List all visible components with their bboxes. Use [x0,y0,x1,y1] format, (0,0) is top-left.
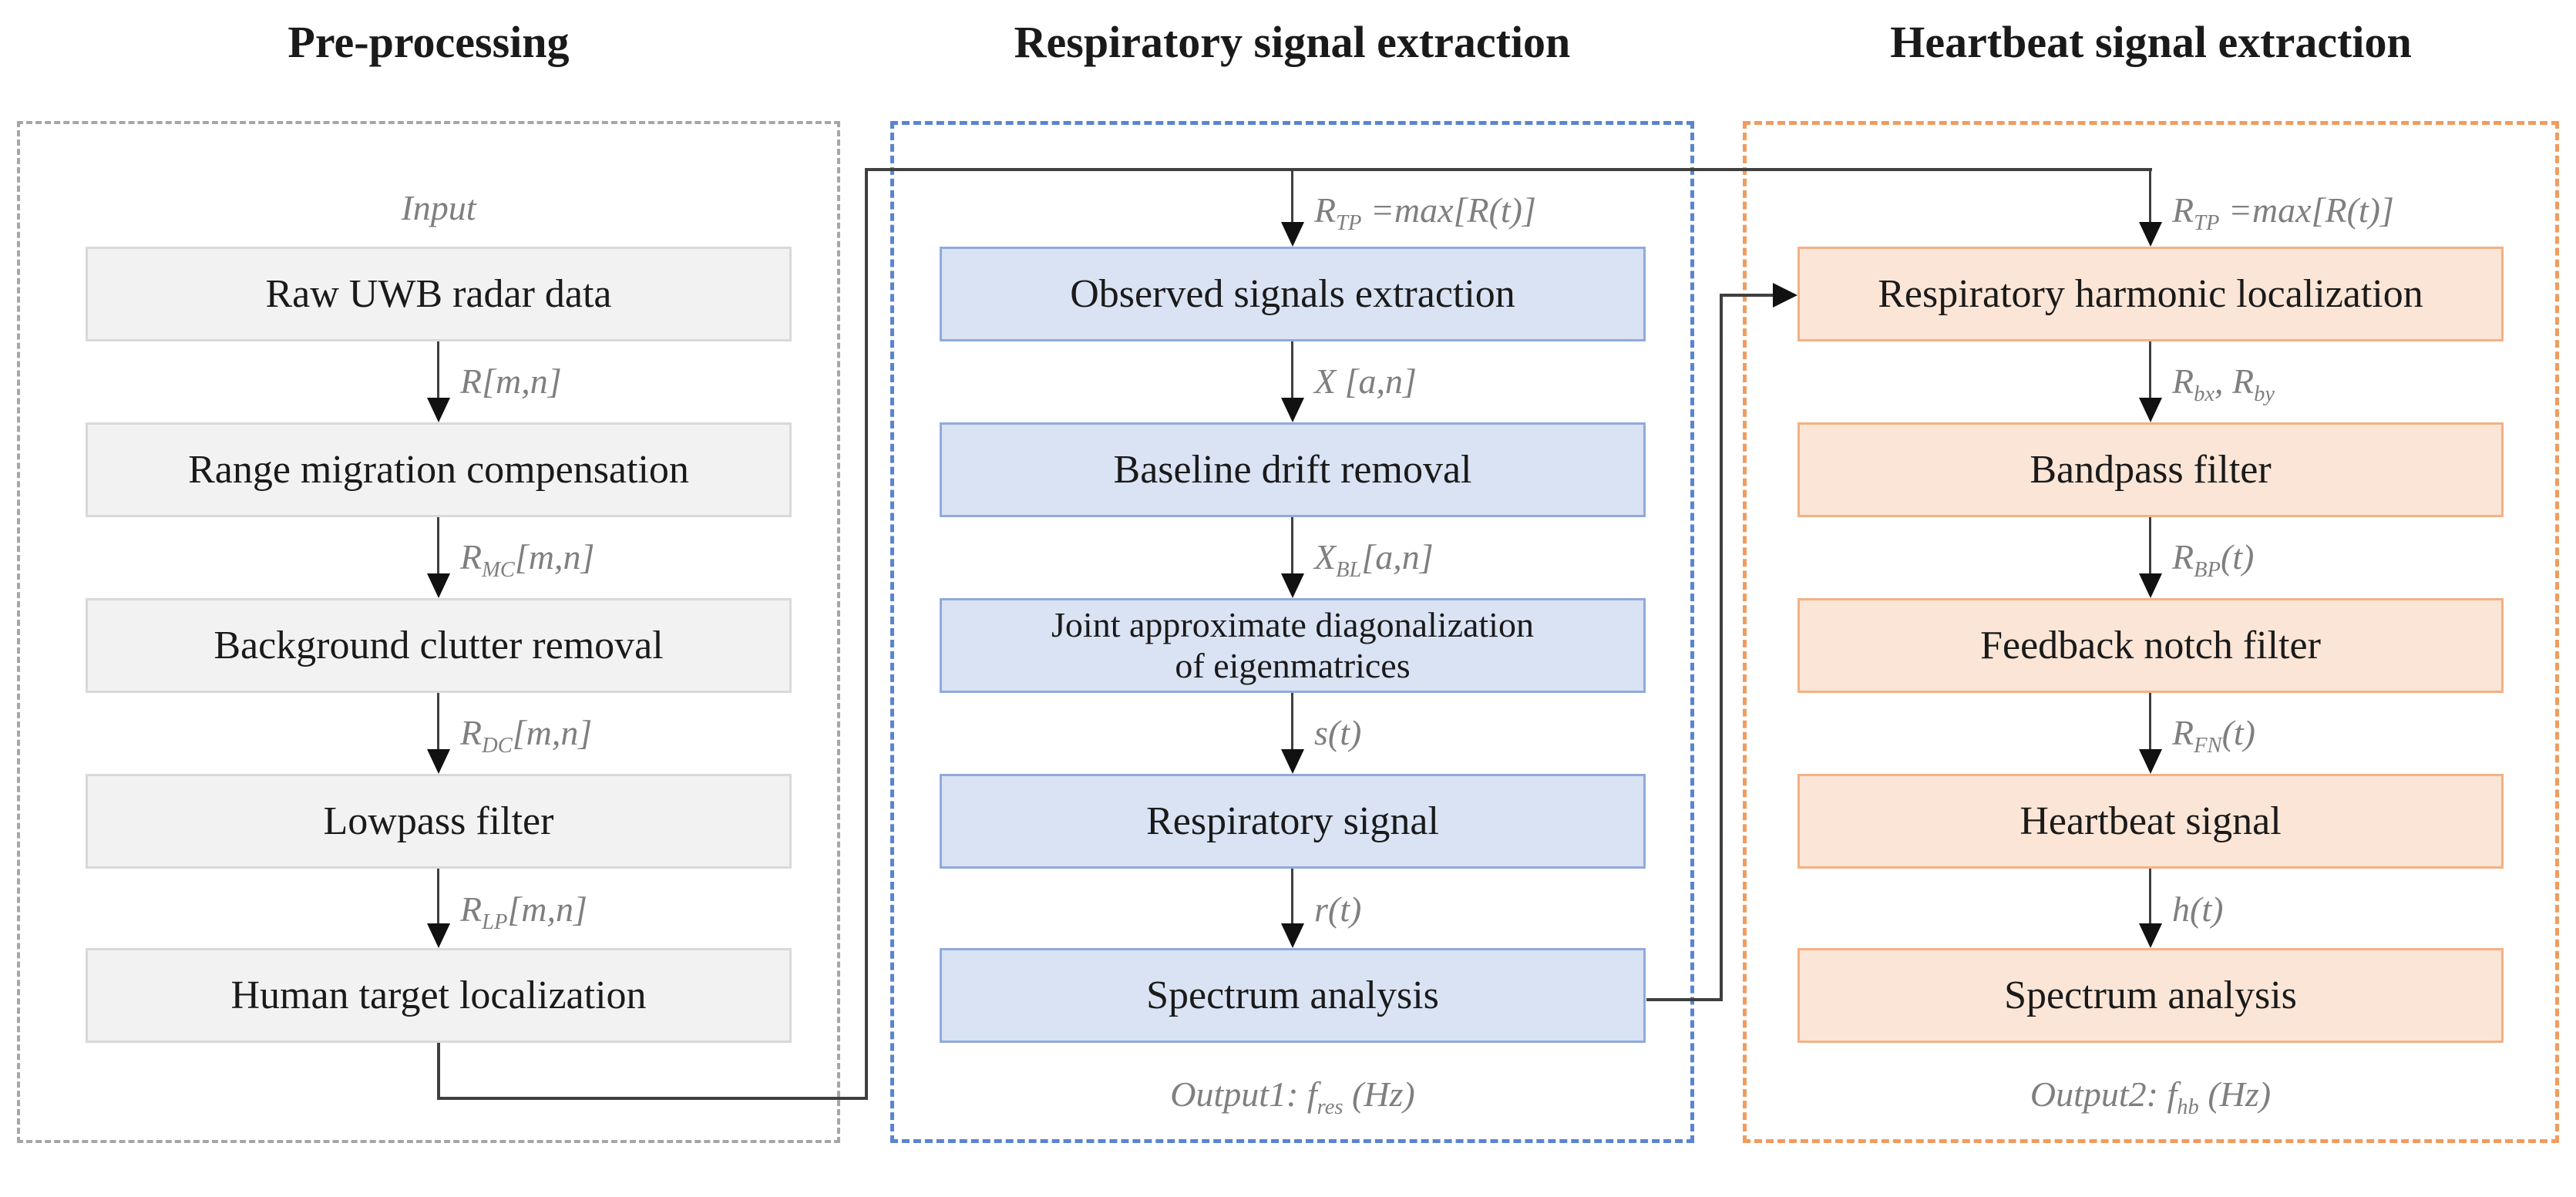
arrow-line-col1-gap3 [437,693,439,751]
node-respiratory-harmonic-localization: Respiratory harmonic localization [1797,247,2504,341]
arrowhead-col2-gap3 [1281,749,1304,774]
arrowhead-col1-gap3 [427,749,450,774]
node-heartbeat-signal: Heartbeat signal [1797,774,2504,869]
node-bandpass-filter: Bandpass filter [1797,422,2504,517]
label-h-t: h(t) [2172,889,2224,929]
arrow-line-col1-gap2 [437,517,439,575]
node-lowpass-filter: Lowpass filter [86,774,792,869]
arrow-line-col3-gap2 [2149,517,2151,575]
arrow-line-col2-gap2 [1291,517,1293,575]
column-title-heartbeat: Heartbeat signal extraction [1890,17,2412,67]
node-label: Respiratory signal [1146,799,1439,843]
connector-top-bus [865,168,2152,171]
node-label: Raw UWB radar data [265,271,612,316]
arrow-line-col3-gap3 [2149,693,2151,751]
connector-spectrum-out-right [1646,998,1723,1001]
output1-label: Output1: fres (Hz) [1170,1074,1415,1120]
node-label: Spectrum analysis [2004,973,2297,1017]
respiratory-group-border [890,121,1694,1143]
arrowhead-top-heartbeat [2139,222,2162,247]
input-label: Input [401,188,476,227]
node-baseline-drift-removal: Baseline drift removal [940,422,1646,517]
label-r-t: r(t) [1314,889,1362,929]
arrow-line-col2-gap1 [1291,341,1293,399]
node-spectrum-analysis-heartbeat: Spectrum analysis [1797,948,2504,1043]
arrowhead-col1-gap4 [427,923,450,948]
arrowhead-col3-gap2 [2139,573,2162,598]
node-background-clutter-removal: Background clutter removal [86,598,792,693]
label-r-bp: RBP(t) [2172,537,2255,583]
node-label: Feedback notch filter [1980,623,2321,667]
arrowhead-col1-gap2 [427,573,450,598]
label-x-bl: XBL[a,n] [1314,537,1434,583]
arrowhead-into-harmonic [1773,283,1797,308]
node-joint-approximate-diagonalization: Joint approximate diagonalization of eige… [940,598,1646,693]
connector-preprocess-out-down [437,1043,440,1100]
label-r-bx-by: Rbx, Rby [2172,361,2275,407]
arrowhead-col3-gap1 [2139,398,2162,422]
node-label: Bandpass filter [2030,447,2272,492]
node-label-line2: of eigenmatrices [1175,645,1411,685]
arrow-line-col2-gap3 [1291,693,1293,751]
node-range-migration-compensation: Range migration compensation [86,422,792,517]
arrow-line-col1-gap1 [437,341,439,399]
label-r-lp: RLP[m,n] [460,889,587,935]
node-spectrum-analysis-respiratory: Spectrum analysis [940,948,1646,1043]
node-label: Range migration compensation [188,447,689,492]
node-label: Background clutter removal [214,623,664,667]
column-title-respiratory: Respiratory signal extraction [1014,17,1571,67]
preprocessing-group-border [17,121,840,1143]
connector-preprocess-riser [865,168,868,1100]
label-r-dc: RDC[m,n] [460,713,593,758]
node-label: Heartbeat signal [2019,799,2282,843]
node-human-target-localization: Human target localization [86,948,792,1043]
node-label-line1: Joint approximate diagonalization [1051,604,1534,644]
node-observed-signals-extraction: Observed signals extraction [940,247,1646,341]
connector-spectrum-riser [1720,295,1723,1001]
connector-preprocess-out-right [437,1097,868,1100]
node-raw-uwb-radar-data: Raw UWB radar data [86,247,792,341]
arrowhead-col2-gap1 [1281,398,1304,422]
arrowhead-col2-gap2 [1281,573,1304,598]
arrowhead-col3-gap4 [2139,923,2162,948]
node-label: Spectrum analysis [1146,973,1439,1017]
arrow-line-col3-gap1 [2149,341,2151,399]
node-respiratory-signal: Respiratory signal [940,774,1646,869]
arrow-line-top-respiratory [1291,170,1293,222]
output2-label: Output2: fhb (Hz) [2030,1074,2272,1120]
label-r-tp-respiratory: RTP =max[R(t)] [1314,190,1536,236]
heartbeat-group-border [1743,121,2559,1143]
arrowhead-col1-gap1 [427,398,450,422]
connector-into-harmonic [1720,294,1774,297]
label-r-fn: RFN(t) [2172,713,2255,758]
node-feedback-notch-filter: Feedback notch filter [1797,598,2504,693]
arrow-line-col2-gap4 [1291,869,1293,925]
label-r-tp-heartbeat: RTP =max[R(t)] [2172,190,2394,236]
arrow-line-col3-gap4 [2149,869,2151,925]
node-label: Baseline drift removal [1113,447,1472,492]
arrowhead-top-respiratory [1281,222,1304,247]
label-r-mn: R[m,n] [460,361,562,401]
arrow-line-col1-gap4 [437,869,439,925]
arrowhead-col3-gap3 [2139,749,2162,774]
label-s-t: s(t) [1314,713,1362,752]
node-label: Human target localization [230,973,647,1017]
node-label: Lowpass filter [323,799,554,843]
label-x-an: X [a,n] [1314,361,1417,401]
arrow-line-top-heartbeat [2149,170,2151,222]
label-r-mc: RMC[m,n] [460,537,595,583]
arrowhead-col2-gap4 [1281,923,1304,948]
node-label: Respiratory harmonic localization [1878,271,2423,316]
node-label: Observed signals extraction [1070,271,1515,316]
column-title-preprocessing: Pre-processing [288,17,570,67]
